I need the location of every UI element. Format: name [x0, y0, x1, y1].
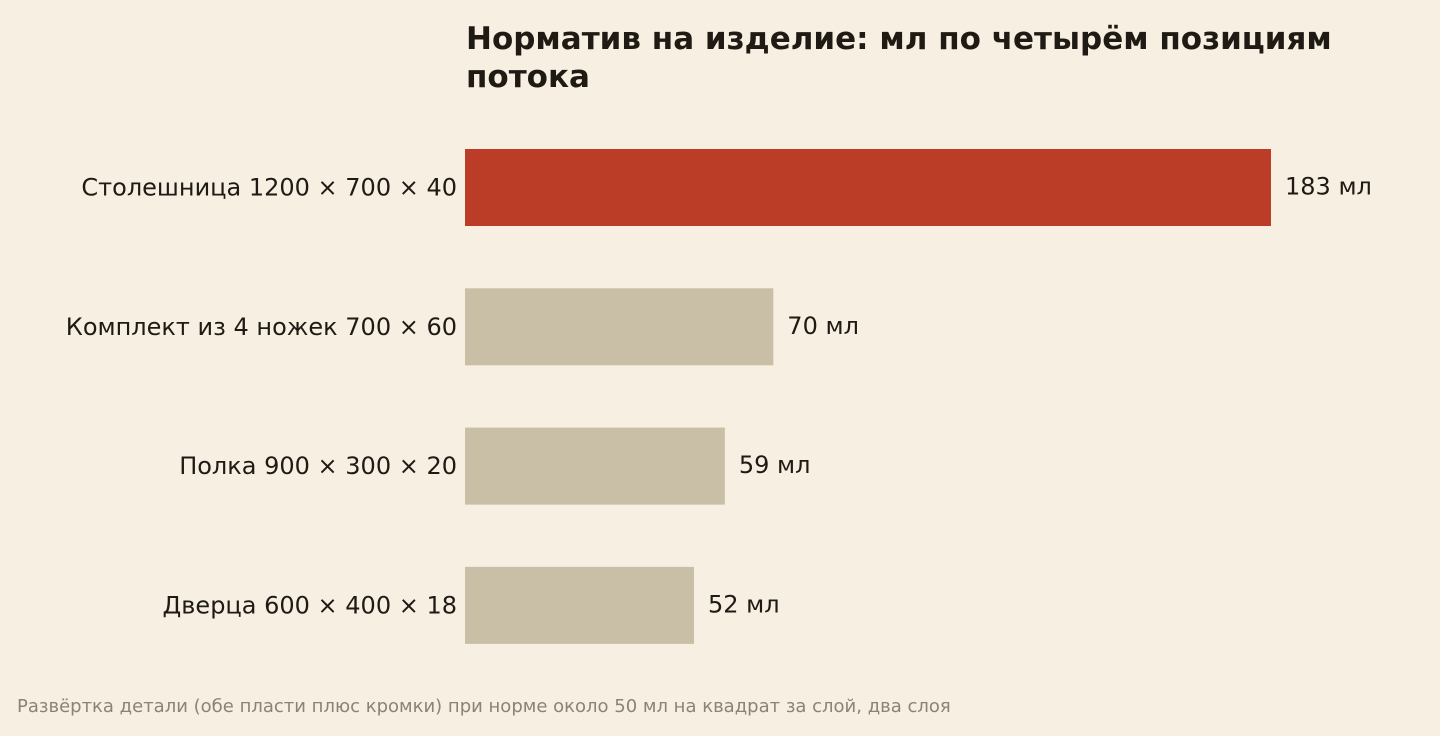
- value-label-1: 183 мл: [1285, 173, 1372, 201]
- category-label-1: Столешница 1200 × 700 × 40: [81, 174, 457, 202]
- value-label-4: 52 мл: [708, 590, 780, 618]
- bar-4: [465, 566, 695, 644]
- category-label-3: Полка 900 × 300 × 20: [179, 452, 457, 480]
- category-label-4: Дверца 600 × 400 × 18: [163, 591, 457, 619]
- chart-title: Норматив на изделие: мл по четырём позиц…: [466, 21, 1332, 95]
- bar-2: [465, 288, 774, 366]
- value-label-2: 70 мл: [787, 312, 859, 340]
- bar-3: [465, 427, 725, 505]
- category-label-2: Комплект из 4 ножек 700 × 60: [66, 313, 457, 341]
- bar-1: [465, 149, 1271, 226]
- chart-footnote: Развёртка детали (обе пласти плюс кромки…: [17, 696, 951, 717]
- value-label-3: 59 мл: [739, 451, 811, 479]
